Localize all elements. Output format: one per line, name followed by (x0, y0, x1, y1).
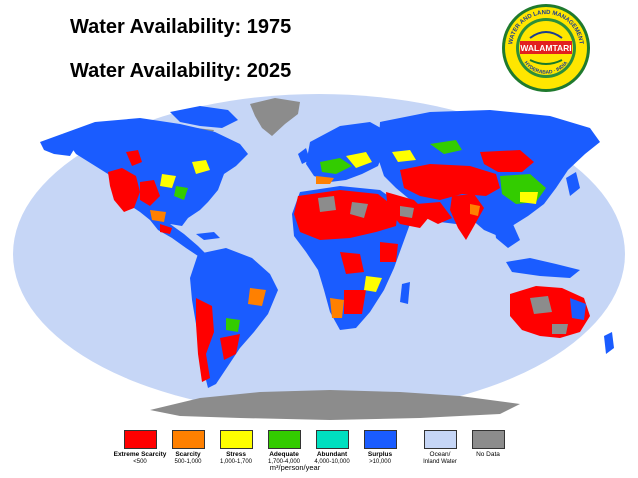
legend-swatch (123, 430, 157, 449)
legend-range: 1,000-1,700 (219, 459, 253, 465)
legend-label: Extreme Scarcity (113, 451, 167, 458)
legend-swatch (315, 430, 349, 449)
legend-item-extreme-scarcity: Extreme Scarcity <500 (110, 430, 170, 466)
title-1975: Water Availability: 1975 (70, 16, 292, 38)
north-america (62, 118, 248, 226)
legend-swatch (423, 430, 457, 449)
title-2025: Water Availability: 2025 (70, 60, 292, 82)
legend-label: No Data (476, 451, 500, 458)
legend-item-no-data: No Data (458, 430, 518, 459)
legend-label: Surplus (367, 451, 393, 458)
legend-item-abundant: Abundant 4,000-10,000 (302, 430, 362, 466)
antarctica (150, 390, 520, 420)
greenland (250, 98, 300, 136)
legend-swatch (363, 430, 397, 449)
south-america (190, 248, 278, 388)
japan (566, 172, 580, 196)
walamtari-logo: WATER AND LAND MANAGEMENT HYDERABAD · IN… (502, 4, 590, 92)
uk (298, 148, 310, 164)
legend-swatch (471, 430, 505, 449)
madagascar (400, 282, 410, 304)
new-zealand (604, 332, 614, 354)
arctic-islands (170, 106, 238, 128)
legend-item-ocean: Ocean/ Inland Water (410, 430, 470, 466)
legend-item-stress: Stress 1,000-1,700 (206, 430, 266, 466)
legend-item-scarcity: Scarcity 500-1,000 (158, 430, 218, 466)
legend-range: 500-1,000 (174, 459, 202, 465)
legend-swatch (171, 430, 205, 449)
legend-label: Stress (226, 451, 246, 458)
legend-item-adequate: Adequate 1,700-4,000 (254, 430, 314, 466)
legend-swatch (267, 430, 301, 449)
legend-range: >10,000 (369, 459, 391, 465)
legend-item-surplus: Surplus >10,000 (350, 430, 410, 466)
legend-unit: m³/person/year (269, 463, 321, 472)
world-water-map (13, 94, 625, 420)
legend-label: Ocean/ (429, 451, 451, 458)
svg-text:WALAMTARI: WALAMTARI (520, 43, 571, 53)
legend-range: Inland Water (423, 459, 457, 465)
legend-swatch (219, 430, 253, 449)
legend-range: <500 (133, 459, 147, 465)
legend-range: 1,700-4,000 (267, 459, 301, 465)
legend-label: Scarcity (175, 451, 201, 458)
indonesia (506, 258, 580, 278)
legend: Extreme Scarcity <500 Scarcity 500-1,000… (110, 430, 530, 475)
legend-range: 4,000-10,000 (314, 459, 350, 465)
alaska (40, 134, 76, 156)
legend-label: Adequate (269, 451, 299, 458)
legend-label: Abundant (316, 451, 348, 458)
